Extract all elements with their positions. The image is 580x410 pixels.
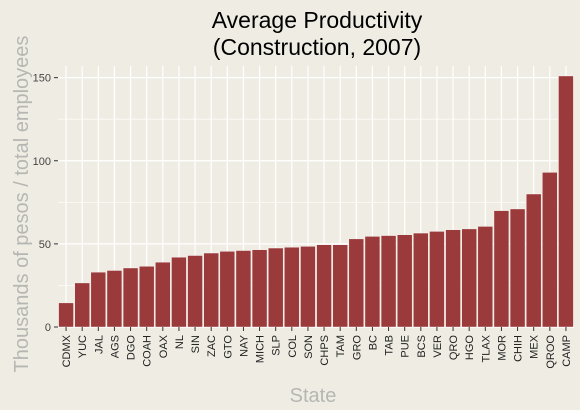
x-tick-label: QRO (448, 335, 460, 361)
bar-gro (349, 239, 364, 327)
bar-tam (333, 245, 348, 327)
bar-ags (107, 270, 122, 327)
x-tick-label: QROO (545, 335, 557, 369)
bar-cdmx (59, 303, 74, 327)
bar-tlax (478, 226, 493, 327)
y-tick-label: 0 (45, 322, 51, 334)
bar-bc (365, 236, 380, 327)
bar-tab (381, 236, 396, 327)
bar-gto (220, 251, 235, 327)
x-tick-label: NL (174, 335, 186, 349)
bar-coah (139, 266, 154, 327)
bar-son (300, 246, 315, 327)
x-tick-label: COL (287, 335, 299, 358)
x-tick-label: ZAC (206, 335, 218, 357)
x-tick-label: TAB (384, 335, 396, 356)
bar-chps (317, 245, 332, 327)
bar-dgo (123, 268, 138, 327)
x-tick-label: SON (303, 335, 315, 359)
chart-subtitle: (Construction, 2007) (213, 34, 421, 60)
x-tick-label: CDMX (61, 334, 73, 367)
bar-nl (171, 257, 186, 327)
x-tick-label: BC (367, 335, 379, 350)
x-tick-label: HGO (464, 335, 476, 361)
x-tick-label: CHIH (513, 335, 525, 362)
x-tick-label: DGO (126, 335, 138, 361)
bar-qro (446, 230, 461, 327)
bar-mex (526, 194, 541, 327)
bar-col (284, 247, 299, 327)
bar-chih (510, 209, 525, 327)
x-tick-label: MEX (529, 334, 541, 359)
x-tick-label: GRO (351, 335, 363, 361)
x-tick-label: BCS (416, 335, 428, 358)
y-tick-label: 150 (33, 73, 51, 85)
x-tick-label: YUC (77, 335, 89, 358)
y-axis-ticks: 0 50 100 150 (33, 73, 58, 334)
x-tick-label: GTO (222, 335, 234, 359)
y-axis-label: Thousands of pesos / total employees (11, 36, 33, 373)
y-tick-label: 50 (39, 239, 51, 251)
bar-nay (236, 251, 251, 327)
bar-hgo (462, 229, 477, 327)
bar-slp (268, 248, 283, 327)
y-tick-label: 100 (33, 156, 51, 168)
bar-mor (494, 211, 509, 327)
x-tick-label: PUE (400, 335, 412, 358)
x-tick-label: JAL (93, 335, 105, 354)
bar-sin (188, 256, 203, 327)
bar-zac (204, 253, 219, 327)
chart-title: Average Productivity (212, 7, 423, 33)
x-tick-label: CAMP (561, 335, 573, 367)
bar-camp (558, 76, 573, 327)
bar-pue (397, 235, 412, 327)
x-tick-label: OAX (158, 334, 170, 358)
x-tick-label: AGS (109, 335, 121, 358)
x-tick-label: TLAX (480, 334, 492, 362)
bar-qroo (542, 172, 557, 327)
bar-bcs (413, 233, 428, 327)
x-tick-label: CHPS (319, 335, 331, 366)
x-tick-label: TAM (335, 335, 347, 357)
x-tick-label: SIN (190, 335, 202, 353)
bar-jal (91, 272, 106, 327)
x-tick-label: VER (432, 335, 444, 358)
x-axis-ticks: CDMX YUC JAL AGS DGO COAH OAX NL SIN ZAC GTO NAY MIC… (61, 327, 573, 369)
x-tick-label: SLP (271, 335, 283, 356)
x-tick-label: MOR (496, 335, 508, 361)
bar-oax (155, 262, 170, 327)
bar-yuc (75, 283, 90, 327)
bar-ver (429, 231, 444, 327)
x-tick-label: COAH (142, 335, 154, 367)
bar-mich (252, 250, 267, 327)
bars (59, 76, 574, 327)
x-tick-label: NAY (238, 334, 250, 356)
x-tick-label: MICH (255, 335, 267, 363)
x-axis-label: State (290, 385, 337, 407)
